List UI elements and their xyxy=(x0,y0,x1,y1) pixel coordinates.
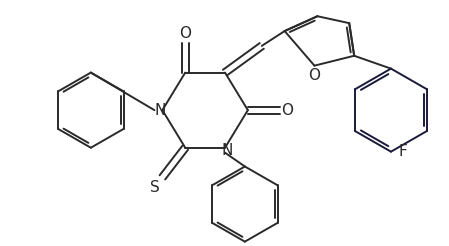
Text: N: N xyxy=(155,103,166,118)
Text: O: O xyxy=(179,26,191,41)
Text: O: O xyxy=(308,68,321,83)
Text: O: O xyxy=(282,103,294,118)
Text: S: S xyxy=(150,180,159,195)
Text: N: N xyxy=(221,143,233,158)
Text: F: F xyxy=(399,144,407,159)
